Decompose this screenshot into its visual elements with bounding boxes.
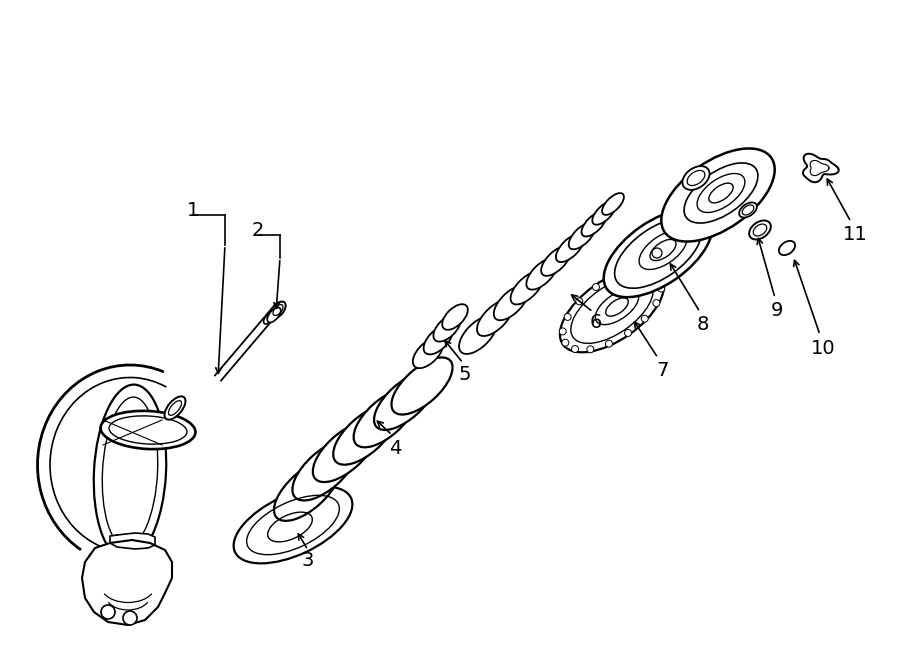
Ellipse shape [374, 372, 436, 430]
Ellipse shape [581, 212, 607, 237]
Ellipse shape [494, 286, 528, 320]
Circle shape [641, 315, 648, 322]
Ellipse shape [313, 422, 377, 482]
Ellipse shape [292, 440, 357, 500]
Circle shape [652, 248, 662, 258]
Ellipse shape [662, 149, 775, 241]
Polygon shape [215, 303, 283, 381]
Text: 4: 4 [389, 438, 401, 457]
Circle shape [123, 611, 137, 625]
Ellipse shape [234, 486, 353, 563]
Circle shape [564, 313, 572, 321]
Text: 6: 6 [590, 313, 602, 332]
Ellipse shape [424, 326, 453, 354]
Circle shape [652, 299, 660, 307]
Circle shape [606, 340, 613, 347]
Ellipse shape [682, 166, 709, 190]
Polygon shape [110, 533, 155, 549]
Circle shape [559, 328, 566, 335]
Ellipse shape [264, 313, 274, 324]
Ellipse shape [413, 338, 443, 368]
Circle shape [625, 329, 632, 336]
Circle shape [658, 285, 665, 292]
Polygon shape [82, 540, 172, 625]
Ellipse shape [556, 234, 584, 262]
Ellipse shape [560, 268, 664, 352]
Ellipse shape [392, 358, 453, 414]
Circle shape [592, 284, 599, 291]
Circle shape [101, 605, 115, 619]
Circle shape [562, 339, 569, 346]
Ellipse shape [442, 304, 468, 330]
Text: 8: 8 [697, 315, 709, 334]
Ellipse shape [510, 272, 544, 305]
Ellipse shape [165, 397, 185, 420]
Ellipse shape [739, 202, 757, 217]
Ellipse shape [541, 246, 571, 276]
Text: 1: 1 [187, 200, 199, 219]
Text: 11: 11 [842, 225, 868, 243]
Ellipse shape [604, 209, 712, 297]
Circle shape [587, 346, 594, 353]
Ellipse shape [270, 301, 285, 319]
Text: 5: 5 [459, 364, 472, 383]
Ellipse shape [271, 303, 282, 315]
Text: 9: 9 [770, 301, 783, 319]
Polygon shape [803, 154, 839, 182]
Ellipse shape [101, 411, 195, 449]
Ellipse shape [333, 405, 397, 465]
Ellipse shape [354, 389, 417, 447]
Circle shape [611, 273, 618, 280]
Circle shape [655, 274, 662, 281]
Ellipse shape [778, 241, 795, 255]
Ellipse shape [94, 385, 166, 559]
Text: 3: 3 [302, 551, 314, 570]
Ellipse shape [267, 308, 278, 319]
Ellipse shape [274, 459, 340, 521]
Circle shape [576, 298, 583, 305]
Ellipse shape [477, 300, 513, 336]
Text: 10: 10 [811, 338, 835, 358]
Ellipse shape [569, 223, 595, 249]
Ellipse shape [434, 315, 461, 342]
Circle shape [630, 267, 637, 274]
Circle shape [645, 268, 652, 274]
Text: 7: 7 [657, 360, 670, 379]
Ellipse shape [602, 193, 624, 215]
Ellipse shape [459, 316, 497, 354]
Ellipse shape [749, 221, 770, 239]
Ellipse shape [267, 307, 281, 323]
Ellipse shape [526, 258, 558, 290]
Ellipse shape [592, 202, 616, 225]
Text: 2: 2 [252, 221, 265, 239]
Circle shape [572, 346, 579, 352]
